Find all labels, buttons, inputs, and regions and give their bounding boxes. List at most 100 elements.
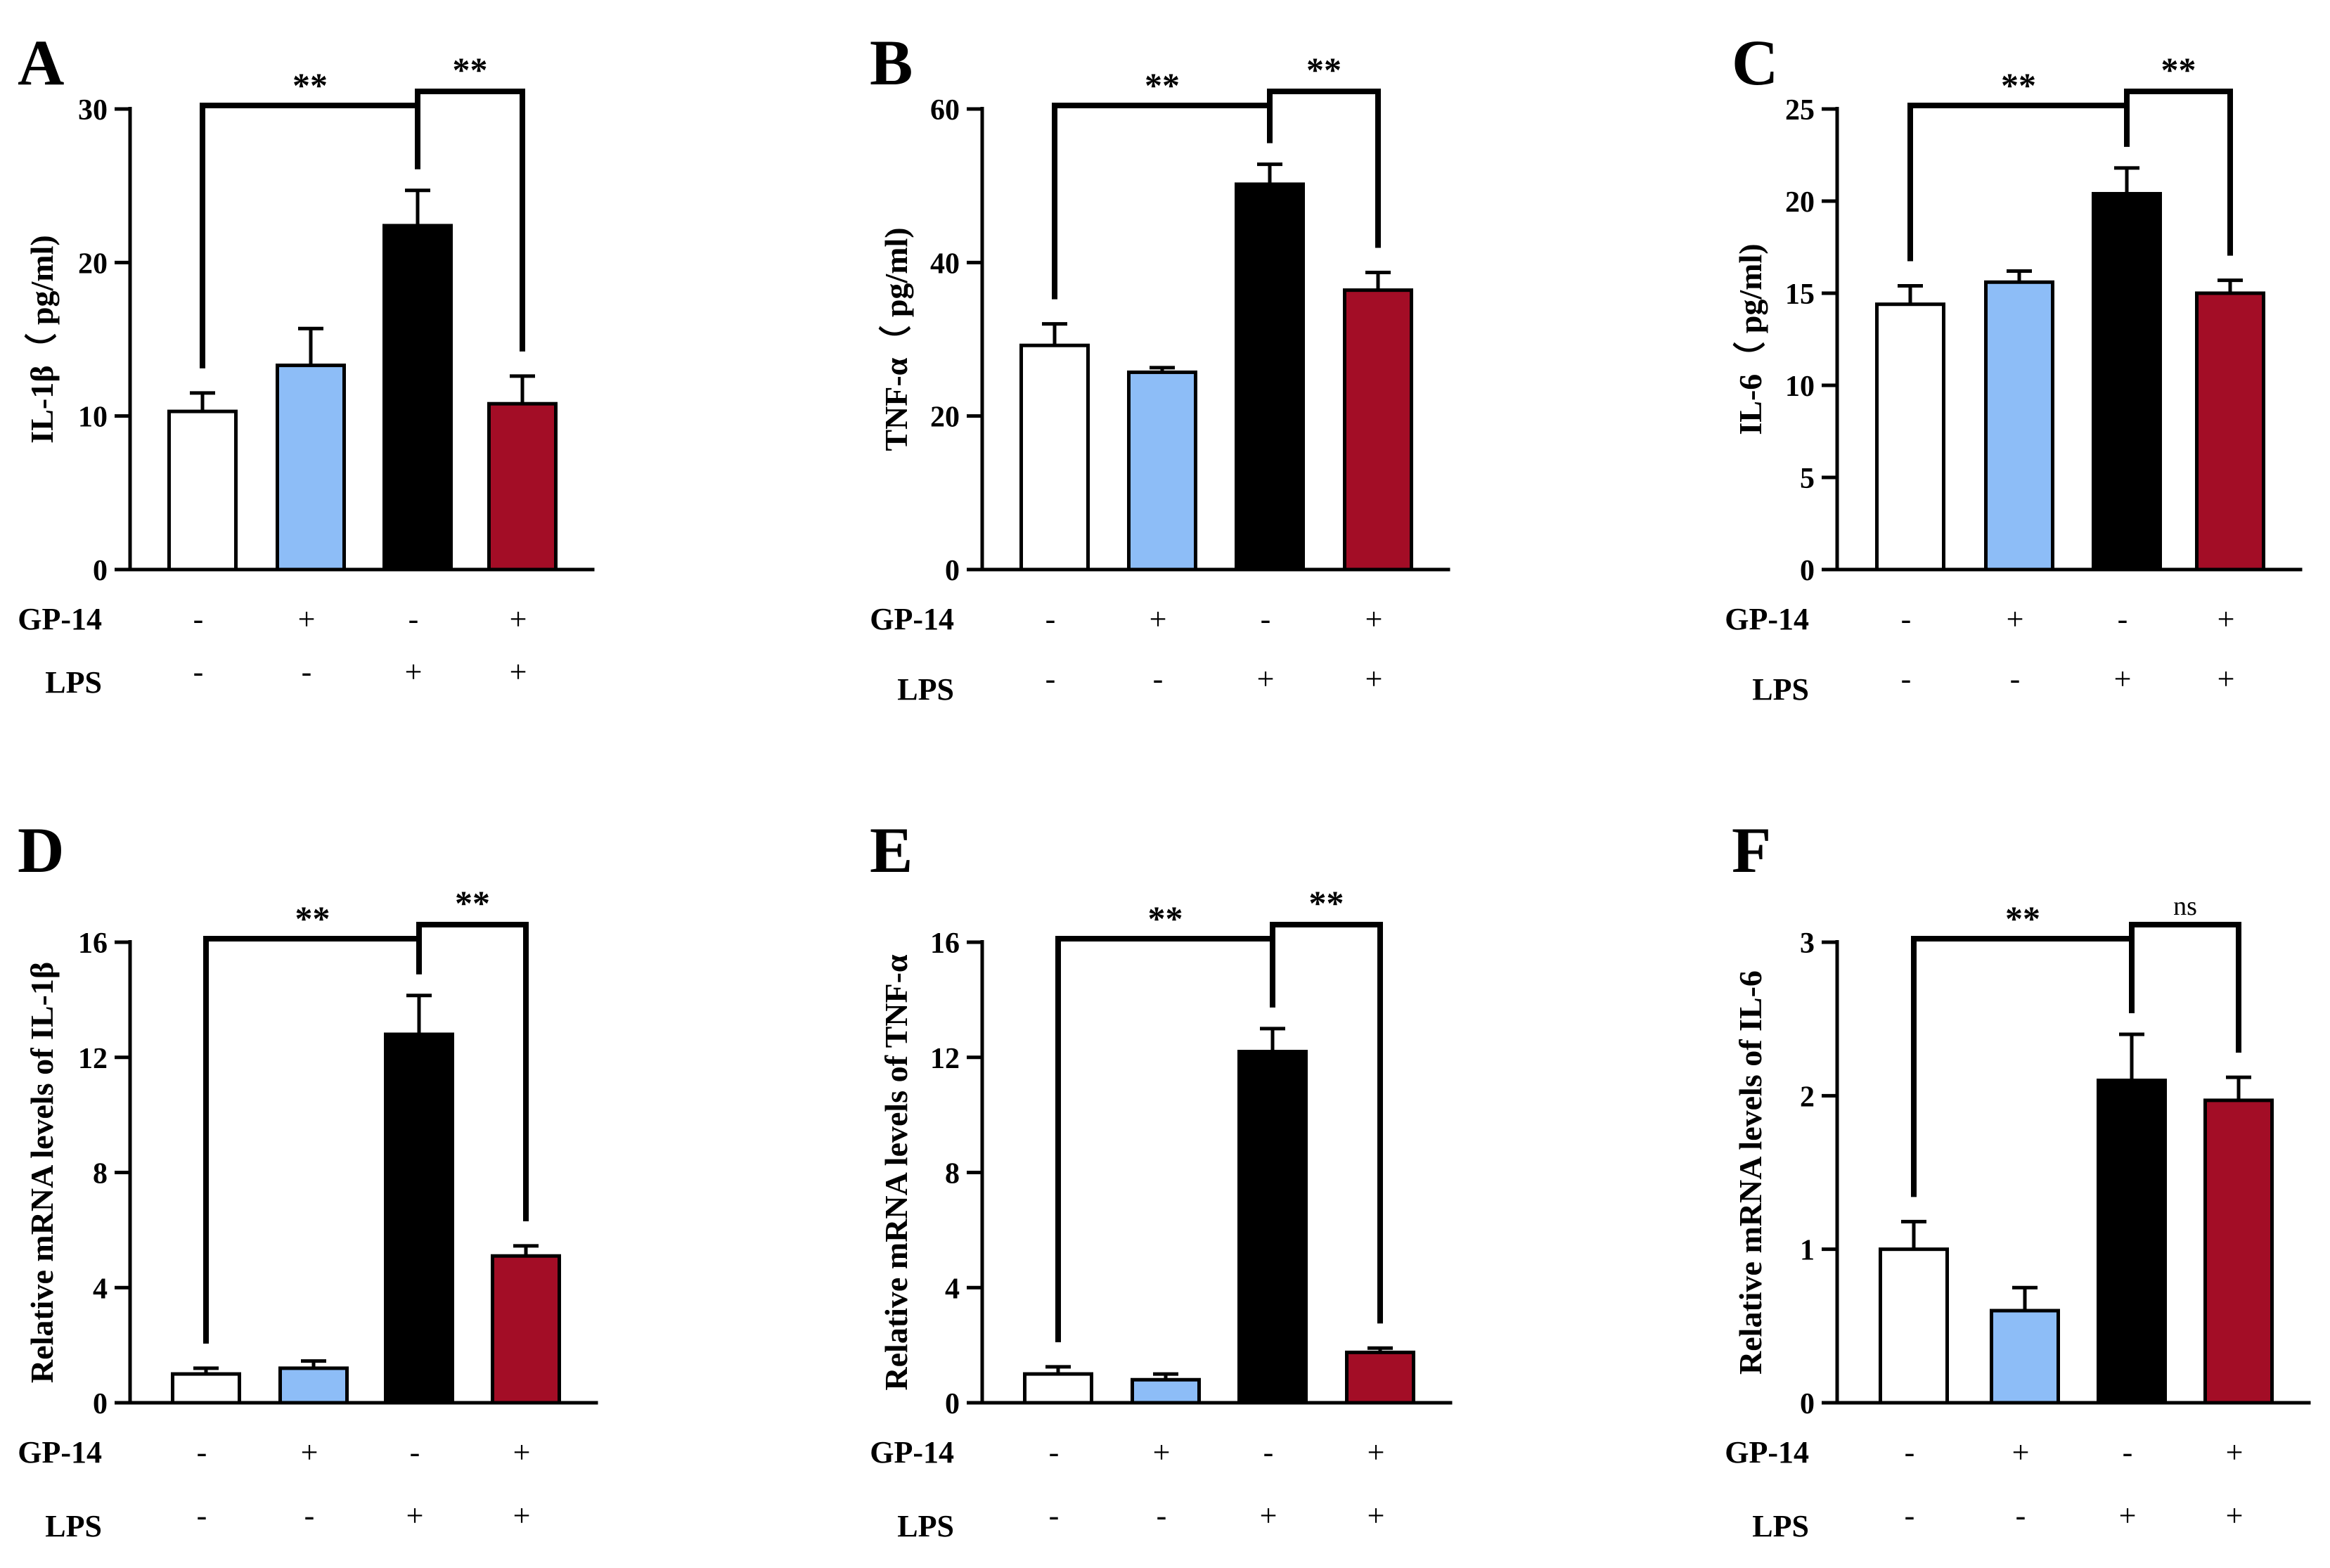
panel-d: D 0 4 8 12 16 Relative mRNA levels of IL-1β ** *…	[18, 814, 598, 1543]
y-tick-label: 4	[945, 1273, 960, 1305]
lps-indicator: -	[302, 655, 312, 689]
y-axis-label: Relative mRNA levels of TNF-α	[878, 954, 914, 1390]
y-axis-label: TNF-α（ pg/ml)	[878, 227, 914, 451]
significance-bracket	[203, 936, 422, 1344]
y-tick-label: 12	[78, 1043, 108, 1075]
lps-row-label: LPS	[1752, 672, 1809, 707]
y-tick-label: 0	[945, 555, 960, 587]
lps-indicator: -	[197, 1498, 207, 1533]
panel-letter: D	[18, 814, 64, 886]
gp14-indicator: +	[513, 1435, 531, 1470]
significance-label: **	[2161, 50, 2196, 89]
lps-indicator: +	[1257, 662, 1275, 696]
bar-gp14	[1127, 370, 1197, 572]
y-tick-label: 1	[1800, 1235, 1815, 1267]
y-tick-label: 40	[930, 248, 960, 280]
significance-label: **	[455, 883, 490, 923]
y-tick-label: 0	[1800, 555, 1815, 587]
gp14-indicator: -	[1905, 1435, 1915, 1470]
significance-label: **	[1306, 50, 1341, 89]
gp14-indicator: -	[1263, 1435, 1274, 1470]
gp14-indicator: +	[2007, 602, 2024, 636]
y-tick-label: 16	[930, 927, 960, 960]
y-axis-label: Relative mRNA levels of IL-1β	[24, 962, 60, 1383]
gp14-indicator: -	[1049, 1435, 1060, 1470]
gp14-indicator: +	[2226, 1435, 2244, 1470]
y-tick-label: 20	[78, 248, 108, 280]
significance-bracket	[1052, 103, 1273, 300]
panel-letter: E	[870, 814, 913, 886]
y-tick-label: 2	[1800, 1081, 1815, 1113]
lps-indicator: +	[2218, 662, 2235, 696]
lps-indicator: -	[2010, 662, 2021, 696]
significance-label: **	[2001, 65, 2036, 105]
bar-control	[1875, 302, 1945, 572]
significance-bracket	[1055, 936, 1275, 1342]
bar-control	[1879, 1247, 1949, 1405]
significance-bracket	[416, 922, 529, 1221]
panel-a: A 0 10 20 30 IL-1β（ pg/ml) ** ** GP-14 LPS - - + - - + +…	[18, 27, 595, 700]
gp14-indicator: +	[301, 1435, 318, 1470]
bar-gp14	[1131, 1377, 1201, 1405]
gp14-indicator: -	[2123, 1435, 2133, 1470]
panel-letter: B	[870, 27, 913, 98]
significance-label: **	[2005, 899, 2040, 938]
gp14-indicator: +	[1150, 602, 1167, 636]
y-tick-label: 30	[78, 94, 108, 127]
panel-letter: A	[18, 27, 64, 98]
lps-indicator: -	[1901, 662, 1912, 696]
bar-lps	[2092, 192, 2162, 572]
significance-label: **	[295, 899, 330, 938]
lps-indicator: +	[406, 1498, 424, 1533]
lps-row-label: LPS	[1752, 1509, 1809, 1543]
y-axis-label: Relative mRNA levels of IL-6	[1732, 970, 1768, 1375]
lps-indicator: -	[2016, 1498, 2026, 1533]
bar-gp14	[1984, 280, 2054, 572]
significance-bracket	[1270, 922, 1383, 1324]
significance-label: **	[292, 65, 328, 105]
gp14-row-label: GP-14	[1725, 602, 1809, 636]
y-tick-label: 5	[1800, 463, 1815, 495]
y-tick-label: 3	[1800, 927, 1815, 960]
significance-bracket	[200, 103, 420, 368]
bar-lps	[1237, 1050, 1308, 1405]
bar-lps	[384, 1032, 454, 1405]
gp14-row-label: GP-14	[1725, 1435, 1809, 1470]
significance-bracket	[2129, 922, 2241, 1053]
bar-gp14-lps	[491, 1254, 561, 1405]
lps-indicator: +	[1365, 662, 1383, 696]
bar-control	[1023, 1372, 1093, 1405]
significance-bracket	[415, 89, 525, 352]
bar-gp14-lps	[2203, 1098, 2274, 1405]
gp14-row-label: GP-14	[870, 602, 954, 636]
gp14-indicator: -	[1261, 602, 1271, 636]
bar-lps	[382, 224, 453, 572]
gp14-indicator: +	[2012, 1435, 2030, 1470]
bar-lps	[1235, 182, 1305, 572]
lps-indicator: +	[510, 655, 527, 689]
gp14-indicator: -	[1901, 602, 1912, 636]
bar-gp14	[276, 364, 346, 572]
bar-gp14	[278, 1366, 349, 1405]
y-tick-label: 16	[78, 927, 108, 960]
lps-indicator: -	[1905, 1498, 1915, 1533]
lps-indicator: -	[193, 655, 204, 689]
y-tick-label: 15	[1785, 278, 1815, 311]
y-tick-label: 10	[1785, 371, 1815, 403]
gp14-indicator: +	[1365, 602, 1383, 636]
y-tick-label: 8	[93, 1158, 108, 1190]
lps-indicator: -	[304, 1498, 315, 1533]
y-tick-label: 8	[945, 1158, 960, 1190]
lps-indicator: -	[1153, 662, 1164, 696]
panel-c: C 0 5 10 15 20 25 IL-6（ pg/ml) ** ** GP-14 LPS - - + - -…	[1725, 27, 2303, 707]
lps-row-label: LPS	[897, 672, 954, 707]
gp14-indicator: +	[1367, 1435, 1385, 1470]
y-tick-label: 0	[93, 555, 108, 587]
lps-indicator: -	[1045, 662, 1056, 696]
lps-indicator: +	[2119, 1498, 2137, 1533]
y-tick-label: 20	[930, 401, 960, 434]
bar-gp14-lps	[1345, 1350, 1415, 1405]
significance-bracket	[1907, 103, 2130, 262]
y-tick-label: 60	[930, 94, 960, 127]
